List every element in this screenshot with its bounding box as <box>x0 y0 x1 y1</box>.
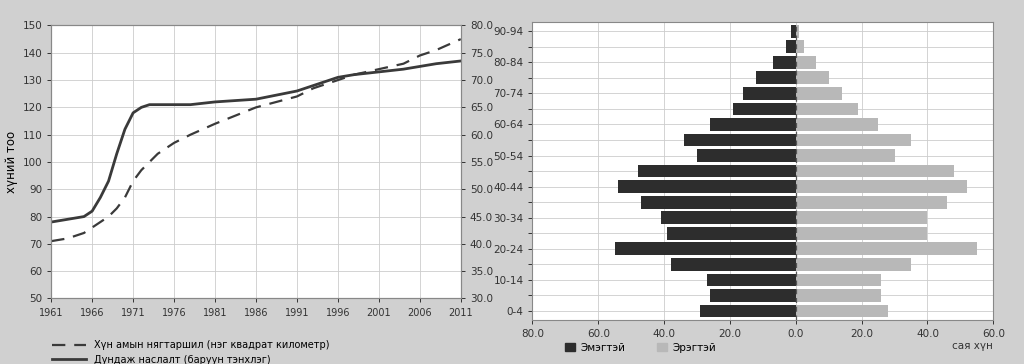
Bar <box>796 211 928 224</box>
Bar <box>796 227 928 240</box>
Bar <box>671 258 796 271</box>
Bar <box>707 273 796 286</box>
Bar <box>684 134 796 146</box>
Bar <box>796 273 882 286</box>
Bar <box>668 227 796 240</box>
Bar <box>796 56 815 69</box>
Text: сая хүн: сая хүн <box>952 341 993 351</box>
Bar <box>796 118 878 131</box>
Bar <box>757 71 796 84</box>
Bar <box>733 103 796 115</box>
Bar <box>711 289 796 302</box>
Bar <box>796 180 967 193</box>
Bar <box>796 87 842 100</box>
Bar <box>796 196 947 209</box>
Bar <box>660 211 796 224</box>
Bar <box>796 165 953 178</box>
Bar <box>641 196 796 209</box>
Bar <box>796 25 799 37</box>
Legend: Эмэгтэй, Эрэгтэй: Эмэгтэй, Эрэгтэй <box>561 339 720 357</box>
Bar <box>796 40 804 53</box>
Bar <box>638 165 796 178</box>
Bar <box>796 242 977 255</box>
Bar <box>711 118 796 131</box>
Legend: Хүн амын нягтаршил (нэг квадрат километр), Дундаж наслалт (баруун тэнхлэг): Хүн амын нягтаршил (нэг квадрат километр… <box>48 336 333 364</box>
Bar <box>618 180 796 193</box>
Y-axis label: хүний тоо: хүний тоо <box>5 131 18 193</box>
Bar <box>796 134 911 146</box>
Bar <box>700 305 796 317</box>
Bar <box>796 289 882 302</box>
Bar <box>796 71 828 84</box>
Bar <box>697 149 796 162</box>
Bar <box>614 242 796 255</box>
Bar <box>791 25 796 37</box>
Bar <box>786 40 796 53</box>
Bar <box>796 103 858 115</box>
Bar <box>796 258 911 271</box>
Bar <box>773 56 796 69</box>
Bar <box>796 149 895 162</box>
Bar <box>796 305 888 317</box>
Bar <box>743 87 796 100</box>
